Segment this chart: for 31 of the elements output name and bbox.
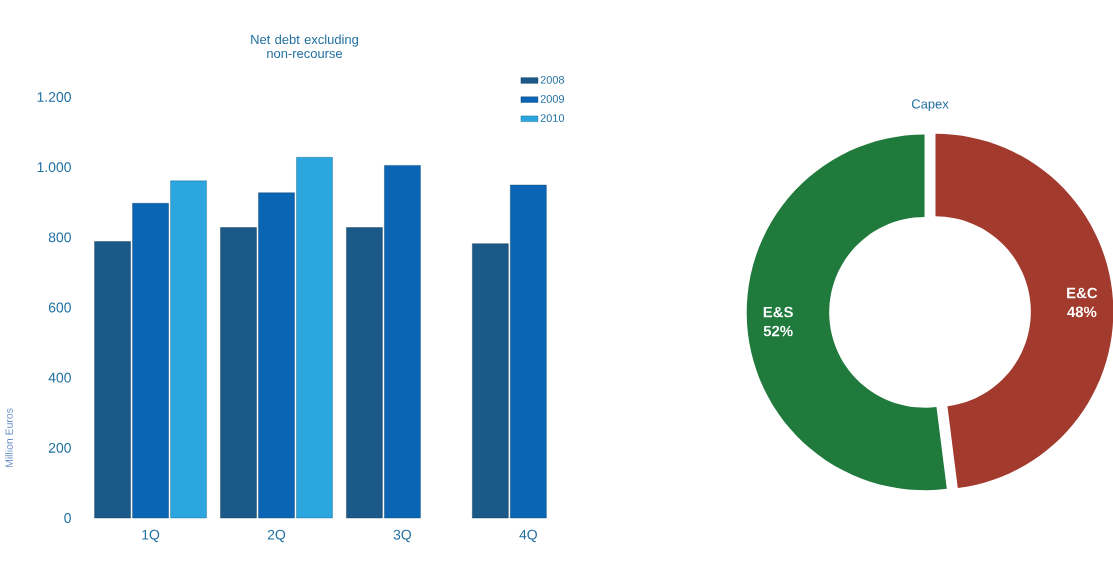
bar <box>384 165 421 519</box>
y-tick-label: 600 <box>48 302 71 313</box>
x-tick-label: 3Q <box>393 529 412 543</box>
y-tick-label: 0 <box>64 513 71 523</box>
y-tick-label: 1.200 <box>37 92 71 102</box>
legend-label: 2008 <box>540 75 565 84</box>
chart-title: Capex <box>911 99 949 112</box>
bar <box>346 227 383 519</box>
y-axis-title: Million Euros <box>5 408 13 468</box>
bar <box>170 180 207 519</box>
y-tick-label: 800 <box>48 232 71 243</box>
x-tick-label: 1Q <box>142 529 160 543</box>
bar <box>296 157 333 519</box>
data-label: 52% <box>763 325 793 337</box>
data-label: 48% <box>1067 306 1097 318</box>
y-tick-label: 1.000 <box>37 162 71 173</box>
bar <box>220 227 257 519</box>
bar <box>132 203 169 519</box>
y-tick-label: 200 <box>48 442 71 453</box>
bar <box>510 184 547 519</box>
legend-label: 2010 <box>540 114 565 122</box>
bar <box>258 192 295 519</box>
bar <box>472 243 509 519</box>
slice-label: E&S <box>763 306 793 318</box>
slice-label: E&C <box>1067 287 1098 299</box>
y-tick-label: 400 <box>48 372 71 383</box>
legend-label: 2009 <box>540 95 564 103</box>
x-tick-label: 4Q <box>519 529 537 543</box>
chart-title: Net debt excluding non-recourse <box>251 34 358 59</box>
bar <box>94 241 131 519</box>
x-tick-label: 2Q <box>267 529 286 543</box>
